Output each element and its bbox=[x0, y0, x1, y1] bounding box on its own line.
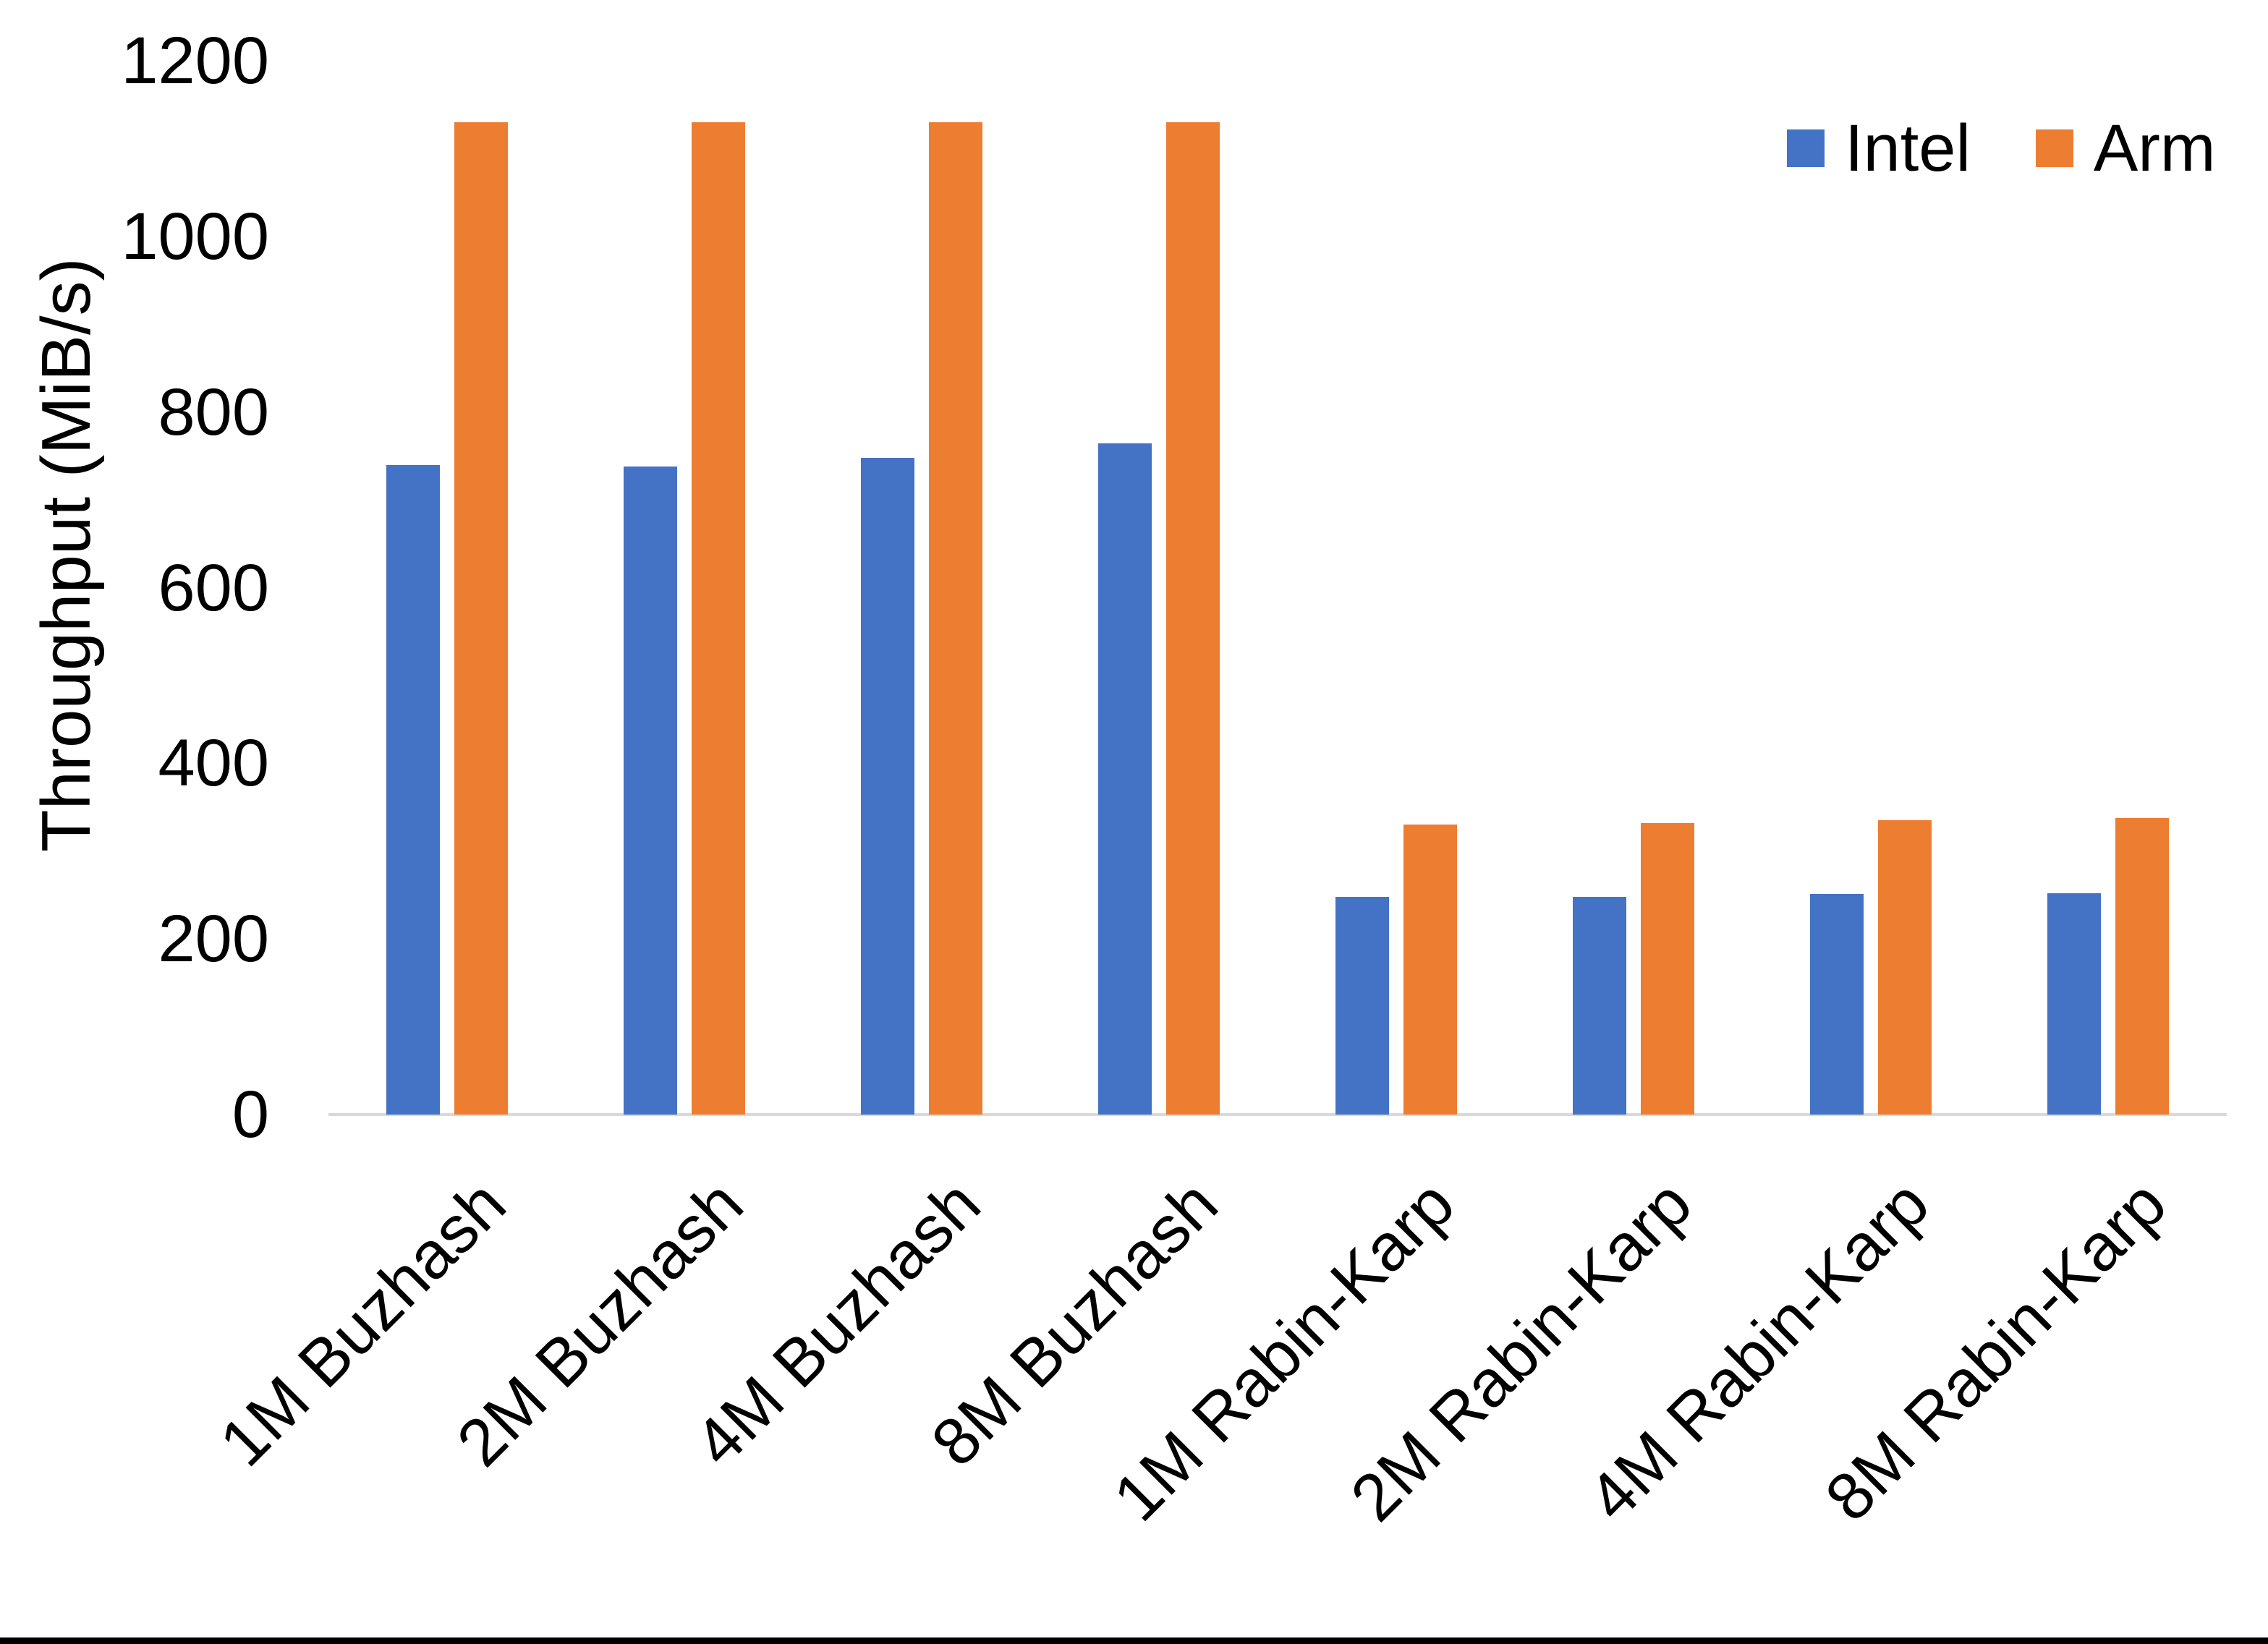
legend-label-arm: Arm bbox=[2093, 111, 2216, 185]
bar-intel-4 bbox=[1335, 896, 1389, 1115]
y-tick-label-600: 600 bbox=[158, 550, 270, 625]
legend-swatch-arm bbox=[2035, 129, 2073, 167]
legend-label-intel: Intel bbox=[1845, 111, 1971, 185]
y-tick-label-1200: 1200 bbox=[121, 24, 269, 98]
x-axis-line bbox=[328, 1113, 2227, 1116]
bar-intel-3 bbox=[1098, 443, 1152, 1115]
bar-arm-6 bbox=[1878, 820, 1932, 1115]
legend-item-intel: Intel bbox=[1787, 115, 1971, 182]
bar-intel-0 bbox=[386, 464, 440, 1115]
bar-arm-3 bbox=[1166, 122, 1220, 1115]
bar-intel-1 bbox=[624, 466, 677, 1115]
bar-arm-4 bbox=[1403, 825, 1457, 1115]
legend-item-arm: Arm bbox=[2035, 111, 2216, 185]
bar-arm-1 bbox=[692, 122, 745, 1115]
bar-intel-5 bbox=[1573, 896, 1626, 1115]
y-tick-label-1000: 1000 bbox=[121, 199, 269, 273]
bottom-border bbox=[0, 1637, 2268, 1644]
bar-arm-2 bbox=[929, 122, 982, 1115]
bar-arm-5 bbox=[1641, 822, 1694, 1115]
y-tick-label-400: 400 bbox=[158, 726, 270, 801]
y-tick-label-200: 200 bbox=[158, 902, 270, 976]
bar-arm-7 bbox=[2115, 817, 2169, 1115]
y-tick-label-0: 0 bbox=[232, 1078, 269, 1151]
bar-intel-6 bbox=[1810, 894, 1864, 1115]
bar-intel-7 bbox=[2047, 893, 2101, 1115]
legend: Intel Arm bbox=[1787, 115, 2216, 182]
bar-arm-0 bbox=[454, 122, 508, 1115]
legend-swatch-intel bbox=[1787, 129, 1825, 167]
y-tick-label-800: 800 bbox=[158, 375, 270, 449]
bar-intel-2 bbox=[861, 457, 914, 1115]
